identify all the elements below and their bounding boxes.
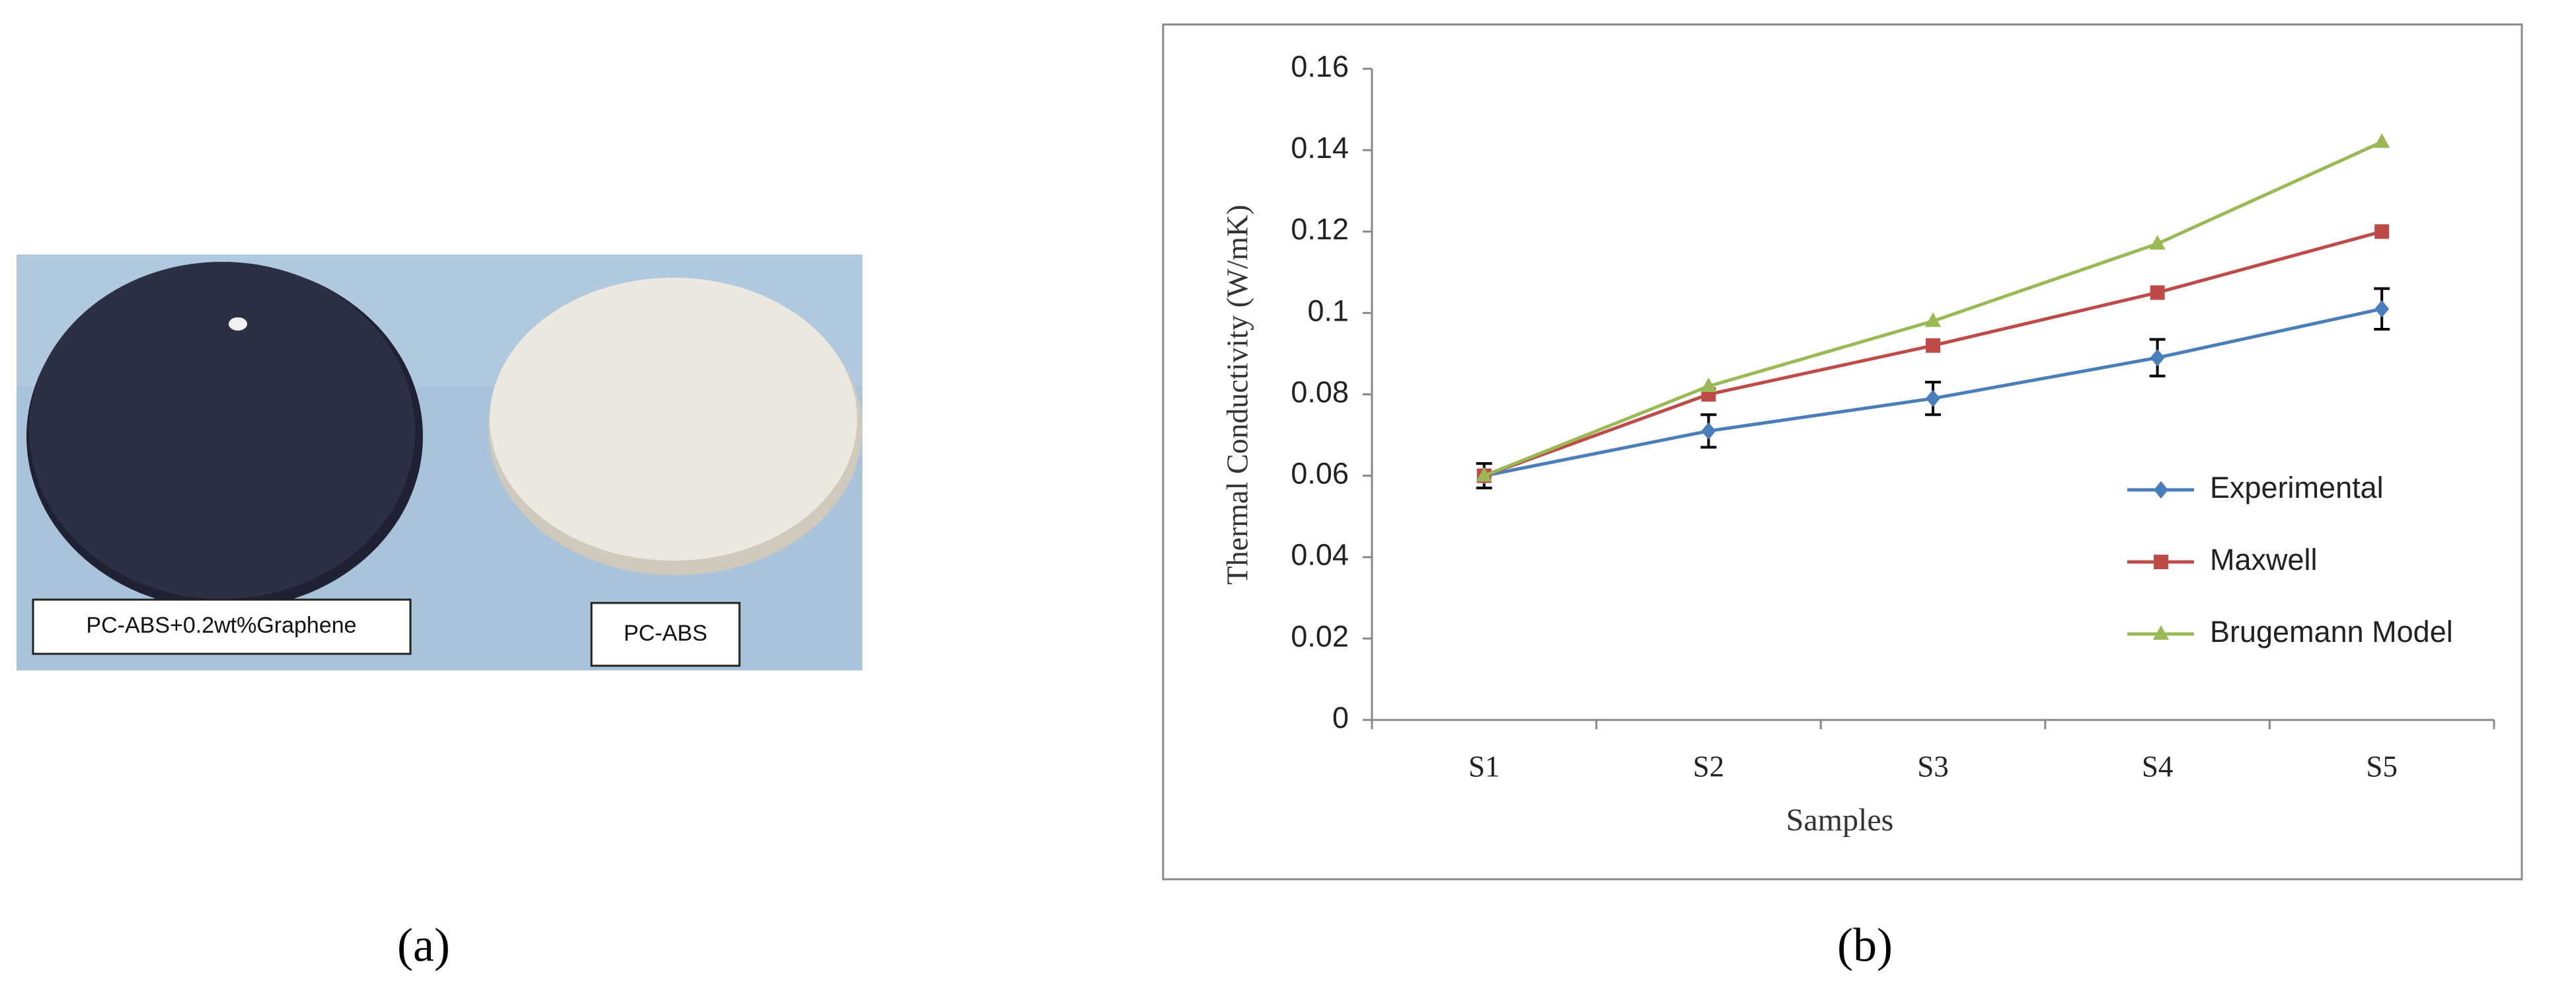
y-tick-label: 0.06 xyxy=(1291,457,1349,491)
x-tick-label: S3 xyxy=(1917,750,1949,783)
photo-label: PC-ABS+0.2wt%Graphene xyxy=(86,613,356,638)
marker xyxy=(2150,348,2165,367)
y-tick-label: 0.08 xyxy=(1291,375,1349,409)
y-tick-label: 0.14 xyxy=(1291,131,1349,165)
marker xyxy=(2374,300,2390,318)
legend-label: Brugemann Model xyxy=(2210,615,2453,649)
x-tick-label: S4 xyxy=(2142,750,2174,783)
y-tick-label: 0.04 xyxy=(1291,538,1349,572)
photo-label: PC-ABS xyxy=(624,621,708,646)
marker xyxy=(1926,389,1940,407)
x-tick-label: S2 xyxy=(1693,750,1725,783)
panel-label: (b) xyxy=(1837,919,1893,972)
label-box xyxy=(590,602,741,667)
marker xyxy=(2152,625,2170,640)
panel-label: (a) xyxy=(397,919,450,972)
legend-label: Maxwell xyxy=(2210,543,2318,576)
y-axis-label: Thermal Conductivity (W/mK) xyxy=(1221,205,1254,585)
y-tick-label: 0 xyxy=(1332,701,1349,734)
y-tick-label: 0.1 xyxy=(1307,294,1349,327)
y-tick-label: 0.02 xyxy=(1291,619,1349,653)
marker xyxy=(2149,235,2166,250)
x-tick-label: S1 xyxy=(1468,750,1500,783)
marker xyxy=(1476,467,1492,482)
chart-frame xyxy=(1162,23,2523,881)
graphene-disc xyxy=(29,262,415,599)
y-tick-label: 0.12 xyxy=(1291,212,1349,246)
marker xyxy=(1926,338,1940,353)
marker xyxy=(2154,481,2168,499)
marker xyxy=(2150,285,2165,300)
disc-hole xyxy=(229,317,247,331)
legend-label: Experimental xyxy=(2210,471,2384,504)
marker xyxy=(2374,133,2390,148)
x-tick-label: S5 xyxy=(2366,750,2398,783)
photo: PC-ABS+0.2wt%Graphene PC-ABS xyxy=(17,255,862,670)
y-tick-label: 0.16 xyxy=(1291,50,1349,83)
label-box xyxy=(32,598,412,655)
marker xyxy=(2154,555,2168,569)
marker xyxy=(2374,224,2390,239)
plot: 0 0.02 0.04 0.06 0.08 0.1 0.12 0.14 0.16 S1 S2 S3 S4… xyxy=(1291,50,2495,783)
marker xyxy=(1700,377,1717,392)
abs-disc xyxy=(490,278,857,561)
marker xyxy=(1924,312,1942,327)
x-axis-label: Samples xyxy=(1786,803,1894,838)
marker xyxy=(1701,422,1716,440)
